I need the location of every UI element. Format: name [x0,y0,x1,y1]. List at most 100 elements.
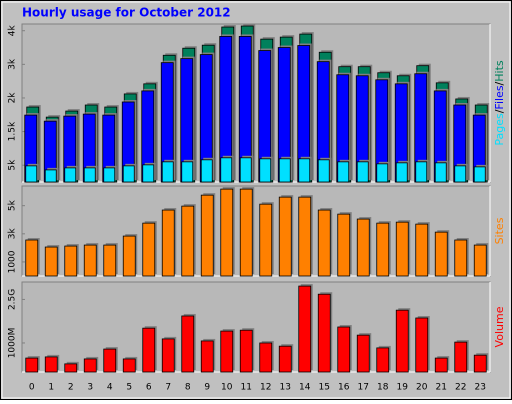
bar [44,169,57,183]
bar [259,342,273,373]
bar [317,159,330,183]
bar [376,163,389,183]
legend-separator: / [493,109,506,113]
bar [415,317,429,373]
bar [25,239,39,277]
bar [278,345,292,373]
bar [239,188,253,277]
legend-separator: / [493,81,506,85]
bar [25,165,38,183]
y-tick-label: 4k [8,24,18,36]
x-tick-label: 17 [358,383,369,393]
bar [64,363,78,373]
bar [44,356,58,373]
legend: Sites [493,217,506,244]
bar [278,196,292,277]
bar [434,357,448,373]
y-tick-label: 3k [8,228,18,240]
bar [415,223,429,277]
plot-area [21,23,491,183]
bar [356,334,370,373]
bar [161,338,175,373]
bar [25,357,39,373]
bar [83,244,97,277]
bar [122,235,136,277]
bar [337,161,350,183]
x-tick-label: 21 [436,383,447,393]
bar [356,218,370,277]
y-tick-label: 2.5G [8,289,18,310]
y-tick-label: 2k [8,92,18,104]
bar [454,341,468,373]
bar [337,213,351,277]
bar [434,231,448,277]
bar [298,285,312,373]
bar [395,221,409,277]
bar [434,162,447,183]
bar [454,165,467,183]
y-tick-label: 1.5k [8,121,18,141]
bar [298,158,311,183]
bar [142,222,156,277]
x-tick-label: 9 [204,383,210,393]
x-tick-label: 4 [107,383,113,393]
x-tick-label: 11 [241,383,252,393]
bar [83,358,97,373]
chart-title: Hourly usage for October 2012 [22,6,231,20]
y-tick-label: 5k [8,159,18,171]
legend-entry: Sites [493,217,506,244]
x-tick-label: 3 [87,383,93,393]
x-tick-label: 15 [319,383,330,393]
y-tick-label: 1000M [8,328,18,359]
bar [181,205,195,277]
x-tick-label: 8 [185,383,191,393]
bar [239,329,253,373]
bar [83,167,96,183]
bar [220,157,233,183]
bar [200,194,214,277]
bar [161,161,174,183]
bar [142,327,156,373]
bar [376,347,390,373]
x-tick-label: 7 [165,383,171,393]
bar [122,358,136,373]
x-tick-label: 10 [221,383,233,393]
bar [298,196,312,277]
y-tick-label: 5k [8,199,18,211]
bar [64,167,77,183]
bar [317,209,331,277]
legend-entry: Hits [493,60,506,82]
x-tick-label: 18 [377,383,389,393]
x-tick-label: 23 [475,383,486,393]
legend-entry: Files [493,85,506,109]
bar [103,167,116,183]
bar [122,165,135,183]
legend-entry: Pages [493,113,506,146]
bar [103,348,117,373]
bar [142,164,155,183]
x-tick-label: 14 [299,383,311,393]
bar [415,161,428,183]
bar [395,162,408,183]
x-tick-label: 0 [29,383,35,393]
bar [356,161,369,183]
legend: Pages/Files/Hits [493,60,506,146]
bar [161,209,175,277]
bar [64,245,78,277]
bar [337,326,351,373]
x-tick-label: 6 [146,383,152,393]
x-tick-label: 20 [416,383,428,393]
bar [454,239,468,277]
x-tick-label: 2 [68,383,74,393]
bar [473,354,487,373]
bar [44,246,58,277]
bar [278,158,291,183]
legend-entry: Volume [493,306,506,347]
y-tick-label: 3k [8,58,18,70]
bar [181,315,195,373]
bar [376,222,390,277]
bar [103,244,117,277]
x-tick-label: 22 [455,383,466,393]
